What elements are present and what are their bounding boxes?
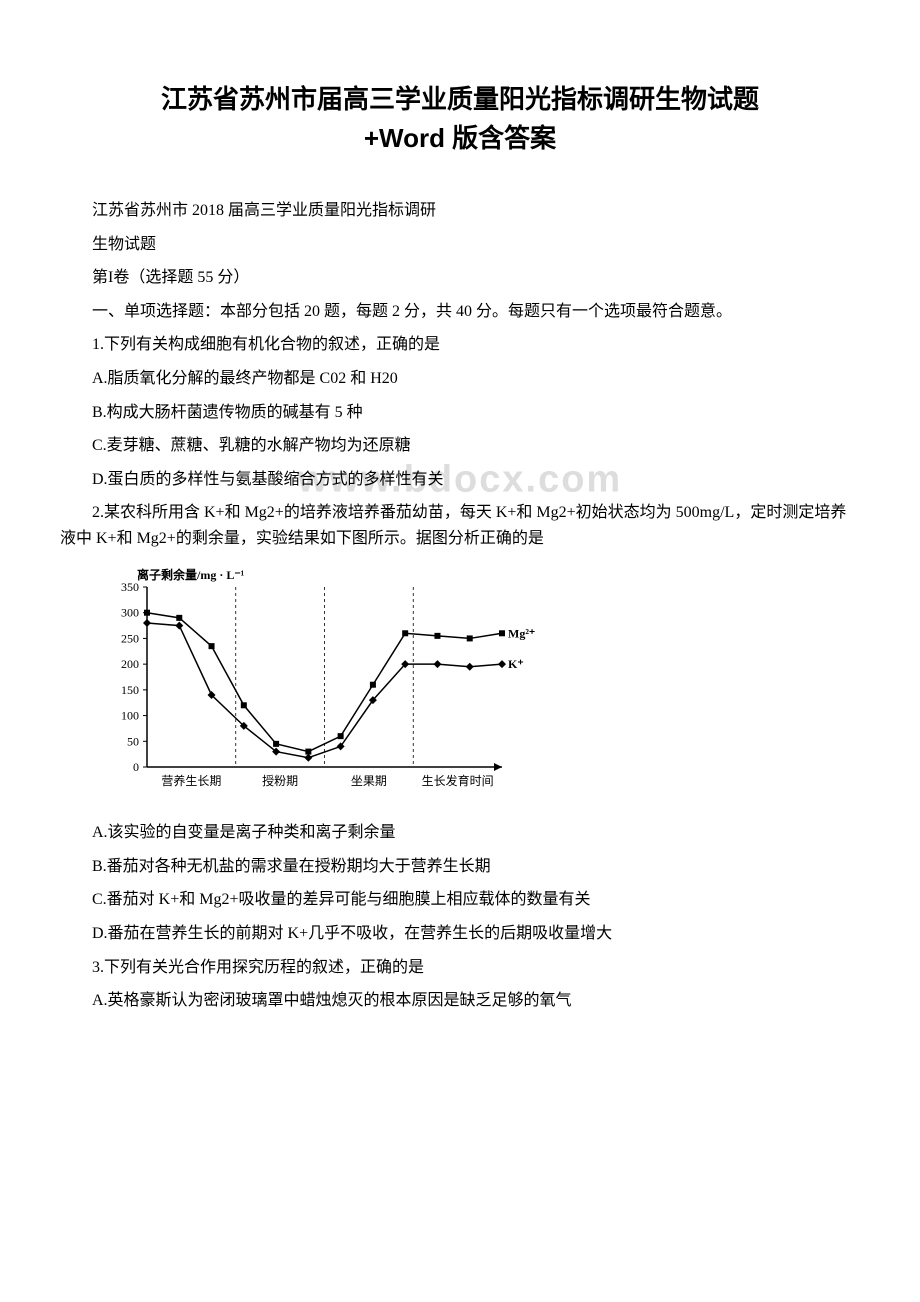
q2-option-a: A.该实验的自变量是离子种类和离子剩余量 (60, 820, 860, 846)
title-line-1: 江苏省苏州市届高三学业质量阳光指标调研生物试题 (60, 80, 860, 119)
q1-option-d: D.蛋白质的多样性与氨基酸缩合方式的多样性有关 (60, 467, 860, 493)
svg-text:营养生长期: 营养生长期 (161, 773, 221, 788)
svg-text:150: 150 (121, 682, 139, 696)
svg-text:生长发育时间: 生长发育时间 (422, 773, 494, 788)
q1-option-a: A.脂质氧化分解的最终产物都是 C02 和 H20 (60, 366, 860, 392)
q1-option-c: C.麦芽糖、蔗糖、乳糖的水解产物均为还原糖 (60, 433, 860, 459)
q2-option-d: D.番茄在营养生长的前期对 K+几乎不吸收，在营养生长的后期吸收量增大 (60, 921, 860, 947)
svg-text:离子剩余量/mg · L⁻¹: 离子剩余量/mg · L⁻¹ (137, 567, 245, 582)
svg-text:坐果期: 坐果期 (351, 774, 387, 788)
svg-text:Mg²⁺: Mg²⁺ (508, 626, 535, 640)
intro-line-4: 一、单项选择题：本部分包括 20 题，每题 2 分，共 40 分。每题只有一个选… (60, 299, 860, 325)
watermark-region: www.bdocx.com D.蛋白质的多样性与氨基酸缩合方式的多样性有关 (60, 467, 860, 493)
svg-text:350: 350 (121, 580, 139, 594)
q2-stem: 2.某农科所用含 K+和 Mg2+的培养液培养番茄幼苗，每天 K+和 Mg2+初… (60, 500, 860, 551)
document-title: 江苏省苏州市届高三学业质量阳光指标调研生物试题 +Word 版含答案 (60, 80, 860, 158)
q3-stem: 3.下列有关光合作用探究历程的叙述，正确的是 (60, 955, 860, 981)
q2-option-c: C.番茄对 K+和 Mg2+吸收量的差异可能与细胞膜上相应载体的数量有关 (60, 887, 860, 913)
ion-chart: 离子剩余量/mg · L⁻¹ 0 50 100 150 200 250 300 350 营养生长期… (92, 562, 860, 811)
svg-text:授粉期: 授粉期 (262, 773, 298, 788)
ion-chart-svg: 离子剩余量/mg · L⁻¹ 0 50 100 150 200 250 300 350 营养生长期… (92, 562, 562, 802)
intro-line-3: 第I卷（选择题 55 分） (60, 265, 860, 291)
svg-text:250: 250 (121, 631, 139, 645)
svg-text:100: 100 (121, 708, 139, 722)
q2-option-b: B.番茄对各种无机盐的需求量在授粉期均大于营养生长期 (60, 854, 860, 880)
q1-stem: 1.下列有关构成细胞有机化合物的叙述，正确的是 (60, 332, 860, 358)
intro-line-2: 生物试题 (60, 232, 860, 258)
svg-text:200: 200 (121, 657, 139, 671)
q1-option-b: B.构成大肠杆菌遗传物质的碱基有 5 种 (60, 400, 860, 426)
svg-text:300: 300 (121, 605, 139, 619)
svg-text:K⁺: K⁺ (508, 657, 524, 671)
title-line-2: +Word 版含答案 (60, 119, 860, 158)
svg-text:0: 0 (133, 760, 139, 774)
q3-option-a: A.英格豪斯认为密闭玻璃罩中蜡烛熄灭的根本原因是缺乏足够的氧气 (60, 988, 860, 1014)
svg-text:50: 50 (127, 734, 139, 748)
intro-line-1: 江苏省苏州市 2018 届高三学业质量阳光指标调研 (60, 198, 860, 224)
